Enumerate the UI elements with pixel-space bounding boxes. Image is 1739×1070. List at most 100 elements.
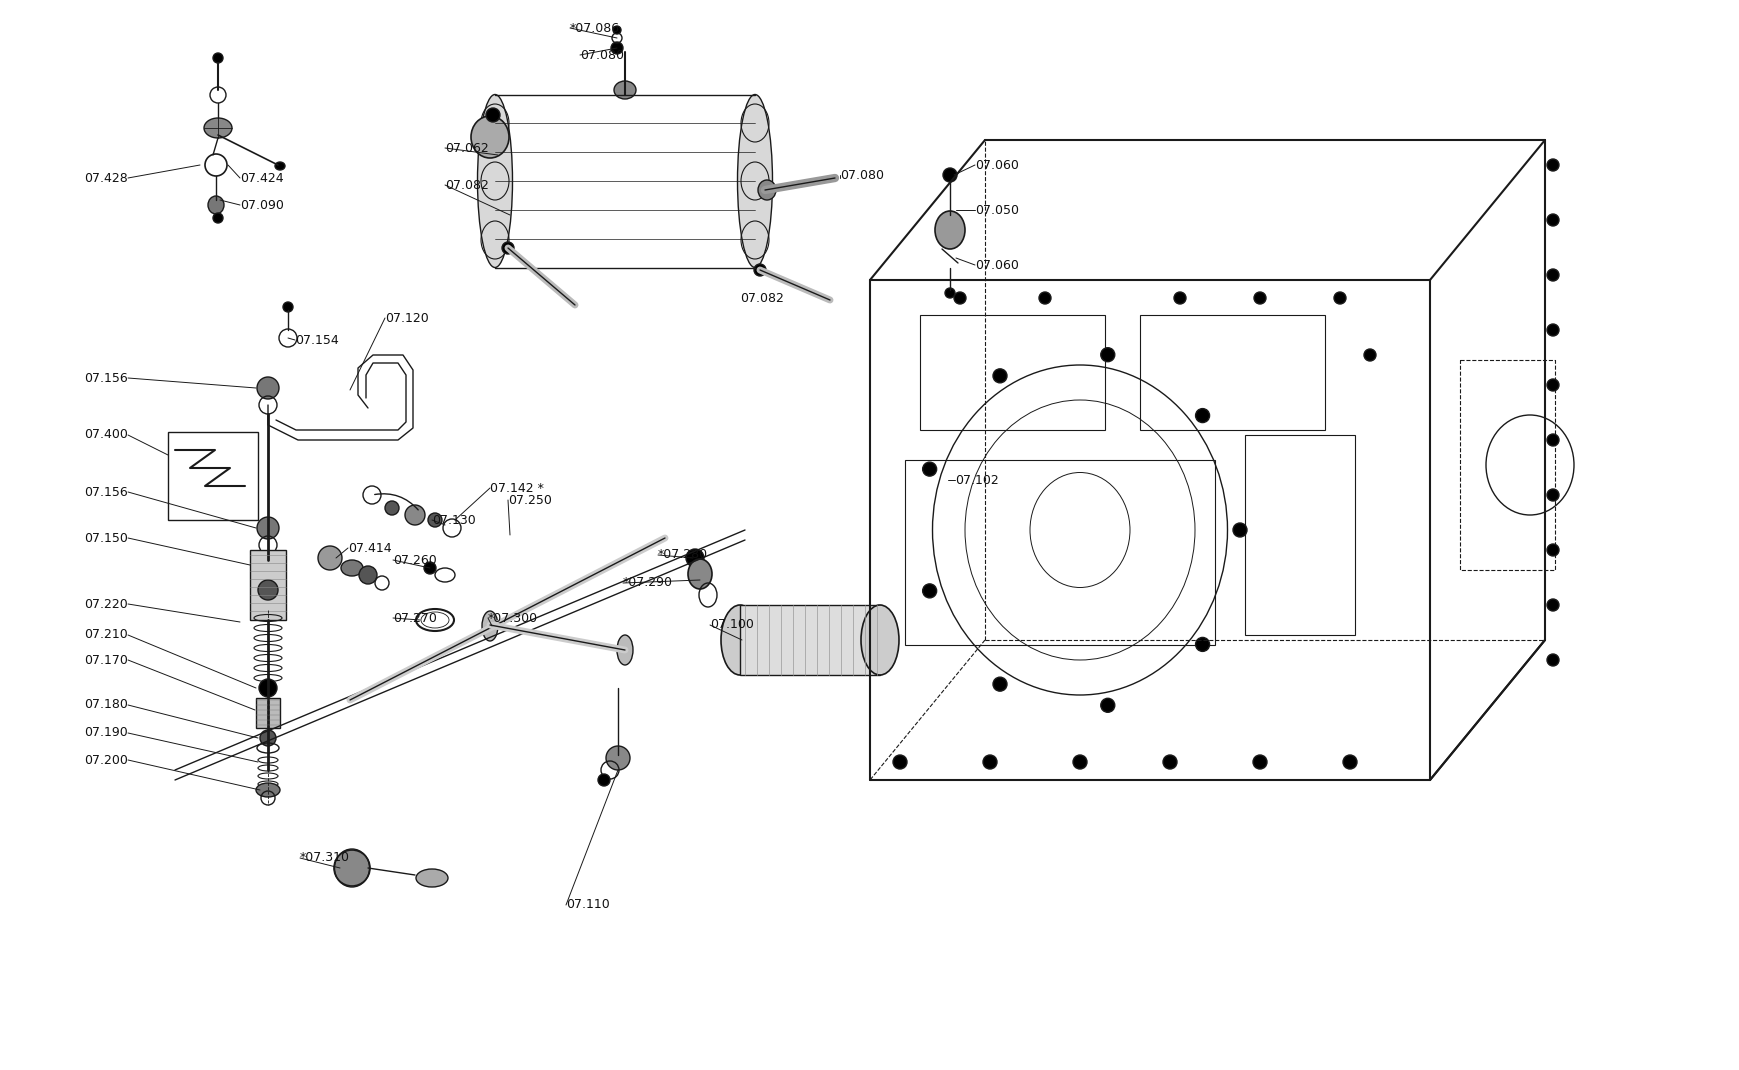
Text: 07.424: 07.424 [240, 171, 283, 184]
Circle shape [1101, 699, 1115, 713]
Text: 07.200: 07.200 [83, 753, 129, 766]
Text: 07.120: 07.120 [384, 311, 428, 324]
Ellipse shape [275, 162, 285, 170]
Circle shape [358, 566, 377, 584]
Circle shape [892, 755, 906, 769]
Text: 07.170: 07.170 [83, 654, 129, 667]
Circle shape [257, 580, 278, 600]
Circle shape [610, 42, 623, 54]
Bar [920, 315, 1104, 430]
Circle shape [1546, 489, 1558, 501]
Circle shape [1546, 379, 1558, 391]
Text: 07.414: 07.414 [348, 541, 391, 554]
Circle shape [1546, 269, 1558, 281]
Circle shape [485, 108, 499, 122]
Ellipse shape [758, 180, 776, 200]
Circle shape [993, 369, 1007, 383]
Circle shape [1546, 599, 1558, 611]
Text: 07.210: 07.210 [83, 628, 129, 642]
Circle shape [1038, 292, 1050, 304]
Circle shape [1101, 348, 1115, 362]
Circle shape [212, 54, 223, 63]
Ellipse shape [617, 635, 633, 664]
Bar [1139, 315, 1323, 430]
Circle shape [943, 168, 956, 182]
Circle shape [1073, 755, 1087, 769]
Ellipse shape [482, 611, 497, 641]
Circle shape [1546, 654, 1558, 666]
Bar [1245, 435, 1355, 635]
Text: 07.260: 07.260 [393, 553, 436, 566]
Ellipse shape [471, 116, 510, 158]
Ellipse shape [861, 605, 899, 675]
Circle shape [1343, 755, 1356, 769]
Text: 07.130: 07.130 [431, 514, 475, 526]
Circle shape [257, 517, 278, 539]
Text: 07.428: 07.428 [83, 171, 129, 184]
Ellipse shape [614, 81, 636, 100]
Circle shape [259, 679, 277, 697]
Ellipse shape [203, 118, 231, 138]
Ellipse shape [341, 560, 363, 576]
Text: *07.310: *07.310 [299, 852, 350, 865]
Ellipse shape [934, 211, 965, 249]
Text: 07.270: 07.270 [393, 611, 436, 625]
Circle shape [605, 746, 630, 770]
Ellipse shape [737, 94, 772, 268]
Circle shape [983, 755, 996, 769]
Circle shape [1546, 544, 1558, 556]
Circle shape [1546, 324, 1558, 336]
Bar [1459, 360, 1555, 570]
Circle shape [1195, 409, 1209, 423]
Text: 07.082: 07.082 [739, 291, 784, 305]
Circle shape [922, 584, 936, 598]
Text: 07.062: 07.062 [445, 141, 489, 154]
Circle shape [1546, 434, 1558, 446]
Bar [250, 550, 285, 620]
Circle shape [1252, 755, 1266, 769]
Bar [739, 605, 880, 675]
Ellipse shape [687, 559, 711, 589]
Circle shape [334, 850, 370, 886]
Circle shape [953, 292, 965, 304]
Circle shape [424, 562, 436, 574]
Text: 07.154: 07.154 [296, 334, 339, 347]
Text: 07.220: 07.220 [83, 597, 129, 611]
Circle shape [405, 505, 424, 525]
Text: 07.180: 07.180 [83, 699, 129, 712]
Circle shape [283, 302, 292, 312]
Circle shape [598, 774, 610, 786]
Circle shape [1363, 349, 1376, 361]
Circle shape [384, 501, 398, 515]
Text: 07.082: 07.082 [445, 179, 489, 192]
Circle shape [1162, 755, 1176, 769]
Circle shape [612, 26, 621, 34]
Ellipse shape [209, 196, 224, 214]
Bar [169, 432, 257, 520]
Ellipse shape [416, 869, 447, 887]
Text: 07.156: 07.156 [83, 371, 129, 384]
Circle shape [1174, 292, 1186, 304]
Circle shape [503, 242, 513, 254]
Text: 07.400: 07.400 [83, 428, 129, 442]
Text: 07.080: 07.080 [840, 168, 883, 182]
Text: *07.280: *07.280 [657, 549, 708, 562]
Text: *07.300: *07.300 [487, 611, 537, 625]
Circle shape [1233, 523, 1247, 537]
Text: 07.110: 07.110 [565, 899, 609, 912]
Circle shape [212, 213, 223, 223]
Text: 07.080: 07.080 [579, 48, 624, 61]
Circle shape [1546, 214, 1558, 226]
Circle shape [257, 377, 278, 399]
Bar [256, 698, 280, 728]
Circle shape [685, 549, 704, 567]
Circle shape [259, 730, 277, 746]
Circle shape [753, 264, 765, 276]
Text: 07.156: 07.156 [83, 486, 129, 499]
Text: 07.150: 07.150 [83, 532, 129, 545]
Circle shape [1334, 292, 1346, 304]
Circle shape [1546, 159, 1558, 171]
Text: 07.050: 07.050 [974, 203, 1019, 216]
Text: 07.100: 07.100 [710, 618, 753, 631]
Circle shape [428, 513, 442, 528]
